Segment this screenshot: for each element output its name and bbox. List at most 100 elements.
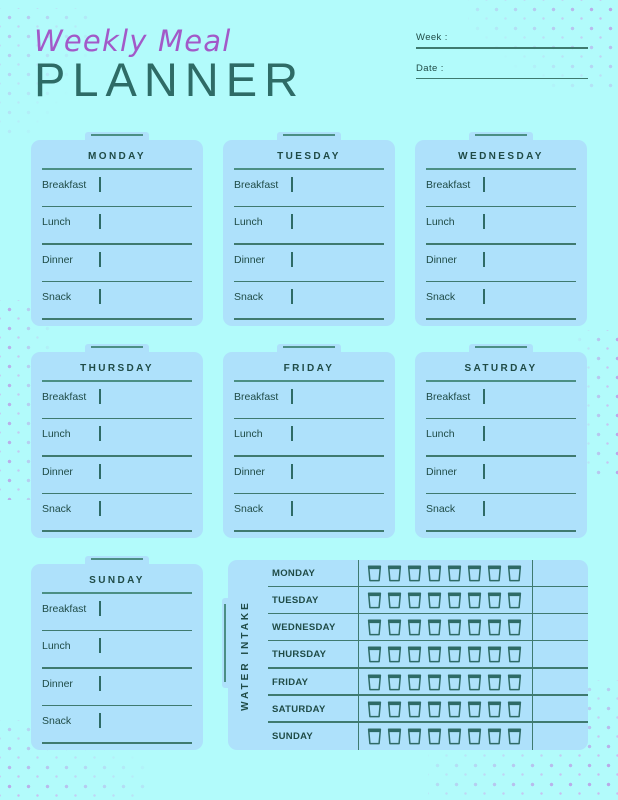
meal-row[interactable]: Breakfast — [42, 170, 192, 207]
water-intake-row[interactable]: THURSDAY — [262, 641, 588, 669]
meal-row[interactable]: Dinner — [234, 457, 384, 494]
meal-write-line[interactable] — [42, 280, 192, 282]
water-glass-icon[interactable] — [447, 674, 462, 691]
meal-write-line[interactable] — [42, 492, 192, 494]
meal-write-line[interactable] — [42, 243, 192, 245]
day-card-tuesday[interactable]: TUESDAY Breakfast Lunch Dinner — [223, 132, 395, 326]
meal-write-line[interactable] — [234, 455, 384, 457]
water-glass-icon[interactable] — [367, 619, 382, 636]
water-glass-icon[interactable] — [427, 701, 442, 718]
water-glass-icon[interactable] — [447, 728, 462, 745]
meal-write-line[interactable] — [426, 243, 576, 245]
meal-write-line[interactable] — [426, 205, 576, 207]
meal-row[interactable]: Snack — [426, 282, 576, 320]
meal-write-line[interactable] — [42, 318, 192, 320]
water-intake-notes-cell[interactable] — [532, 695, 588, 723]
water-glass-icon[interactable] — [407, 646, 422, 663]
water-glass-icon[interactable] — [407, 674, 422, 691]
water-glass-icon[interactable] — [427, 674, 442, 691]
meal-write-line[interactable] — [426, 455, 576, 457]
water-intake-notes-cell[interactable] — [532, 722, 588, 750]
water-glass-icon[interactable] — [407, 592, 422, 609]
meal-write-line[interactable] — [426, 417, 576, 419]
meal-write-line[interactable] — [234, 205, 384, 207]
meal-write-line[interactable] — [426, 280, 576, 282]
water-glass-icon[interactable] — [427, 646, 442, 663]
meal-row[interactable]: Lunch — [426, 207, 576, 245]
water-intake-notes-cell[interactable] — [532, 587, 588, 615]
meal-row[interactable]: Breakfast — [42, 594, 192, 631]
meal-write-line[interactable] — [234, 530, 384, 532]
meal-row[interactable]: Snack — [42, 494, 192, 532]
day-card-wednesday[interactable]: WEDNESDAY Breakfast Lunch Dinner — [415, 132, 587, 326]
meal-row[interactable]: Lunch — [42, 631, 192, 669]
meal-row[interactable]: Lunch — [234, 419, 384, 457]
day-card-thursday[interactable]: THURSDAY Breakfast Lunch Dinner — [31, 344, 203, 538]
water-glass-icon[interactable] — [447, 646, 462, 663]
meal-row[interactable]: Snack — [234, 282, 384, 320]
water-intake-row[interactable]: FRIDAY — [262, 668, 588, 696]
water-intake-row[interactable]: WEDNESDAY — [262, 614, 588, 642]
week-field[interactable]: Week : — [416, 32, 588, 49]
water-glass-icon[interactable] — [487, 646, 502, 663]
meal-write-line[interactable] — [42, 417, 192, 419]
day-card-saturday[interactable]: SATURDAY Breakfast Lunch Dinner — [415, 344, 587, 538]
meal-write-line[interactable] — [42, 455, 192, 457]
water-glass-icon[interactable] — [367, 592, 382, 609]
water-glass-icon[interactable] — [507, 619, 522, 636]
water-glass-icon[interactable] — [387, 565, 402, 582]
meal-row[interactable]: Breakfast — [234, 170, 384, 207]
meal-write-line[interactable] — [234, 243, 384, 245]
water-glass-icon[interactable] — [387, 701, 402, 718]
meal-write-line[interactable] — [42, 629, 192, 631]
week-field-line[interactable] — [416, 47, 588, 49]
water-glass-icon[interactable] — [507, 674, 522, 691]
meal-row[interactable]: Snack — [426, 494, 576, 532]
water-glass-icon[interactable] — [467, 701, 482, 718]
water-glass-icon[interactable] — [507, 701, 522, 718]
meal-write-line[interactable] — [42, 742, 192, 744]
meal-write-line[interactable] — [42, 530, 192, 532]
meal-row[interactable]: Breakfast — [426, 170, 576, 207]
water-glass-icon[interactable] — [467, 619, 482, 636]
day-card-sunday[interactable]: SUNDAY Breakfast Lunch Dinner Snack — [31, 556, 203, 750]
water-glass-icon[interactable] — [507, 565, 522, 582]
water-glass-icon[interactable] — [447, 701, 462, 718]
water-glass-icon[interactable] — [447, 565, 462, 582]
meal-row[interactable]: Breakfast — [234, 382, 384, 419]
meal-write-line[interactable] — [426, 492, 576, 494]
water-glass-icon[interactable] — [487, 701, 502, 718]
water-glass-icon[interactable] — [367, 701, 382, 718]
meal-row[interactable]: Lunch — [426, 419, 576, 457]
water-glass-icon[interactable] — [407, 701, 422, 718]
water-glass-icon[interactable] — [487, 592, 502, 609]
meal-row[interactable]: Dinner — [42, 457, 192, 494]
water-intake-notes-cell[interactable] — [532, 560, 588, 588]
water-intake-notes-cell[interactable] — [532, 614, 588, 642]
meal-row[interactable]: Breakfast — [426, 382, 576, 419]
date-field-line[interactable] — [416, 77, 588, 79]
meal-write-line[interactable] — [42, 667, 192, 669]
meal-row[interactable]: Dinner — [42, 245, 192, 282]
water-intake-row[interactable]: MONDAY — [262, 560, 588, 588]
water-glass-icon[interactable] — [427, 728, 442, 745]
water-glass-icon[interactable] — [387, 646, 402, 663]
water-glass-icon[interactable] — [407, 728, 422, 745]
meal-row[interactable]: Lunch — [42, 207, 192, 245]
water-glass-icon[interactable] — [447, 592, 462, 609]
water-glass-icon[interactable] — [467, 646, 482, 663]
water-intake-row[interactable]: SUNDAY — [262, 722, 588, 750]
water-glass-icon[interactable] — [467, 565, 482, 582]
water-intake-notes-cell[interactable] — [532, 668, 588, 696]
water-glass-icon[interactable] — [507, 646, 522, 663]
day-card-monday[interactable]: MONDAY Breakfast Lunch Dinner — [31, 132, 203, 326]
meal-row[interactable]: Lunch — [234, 207, 384, 245]
water-glass-icon[interactable] — [367, 674, 382, 691]
water-glass-icon[interactable] — [467, 674, 482, 691]
water-glass-icon[interactable] — [487, 728, 502, 745]
meal-write-line[interactable] — [234, 492, 384, 494]
meal-row[interactable]: Breakfast — [42, 382, 192, 419]
water-glass-icon[interactable] — [407, 619, 422, 636]
meal-write-line[interactable] — [234, 318, 384, 320]
meal-row[interactable]: Dinner — [42, 669, 192, 706]
